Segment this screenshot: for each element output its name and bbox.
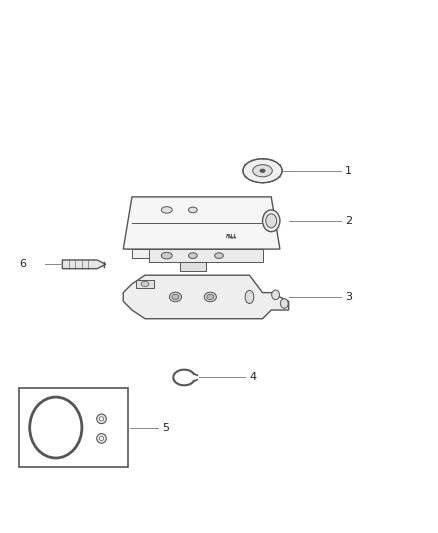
Ellipse shape xyxy=(97,434,106,443)
Text: MAX: MAX xyxy=(227,236,237,240)
Ellipse shape xyxy=(253,165,272,177)
Ellipse shape xyxy=(243,159,282,183)
Polygon shape xyxy=(123,275,289,319)
Ellipse shape xyxy=(266,214,277,228)
Ellipse shape xyxy=(260,169,265,173)
Ellipse shape xyxy=(170,292,182,302)
Text: 5: 5 xyxy=(162,423,170,433)
Polygon shape xyxy=(136,279,154,288)
Text: 6: 6 xyxy=(19,260,26,269)
Text: FILL: FILL xyxy=(226,233,238,239)
Polygon shape xyxy=(62,260,106,269)
Polygon shape xyxy=(149,249,262,262)
Ellipse shape xyxy=(161,252,172,259)
Ellipse shape xyxy=(34,401,78,454)
Ellipse shape xyxy=(204,292,216,302)
Text: 4: 4 xyxy=(250,373,257,383)
Ellipse shape xyxy=(262,210,280,232)
Ellipse shape xyxy=(99,417,104,421)
Ellipse shape xyxy=(207,294,214,300)
Ellipse shape xyxy=(245,290,254,303)
Ellipse shape xyxy=(99,436,104,441)
Ellipse shape xyxy=(97,414,106,424)
Ellipse shape xyxy=(188,207,197,213)
Text: 3: 3 xyxy=(345,292,352,302)
Ellipse shape xyxy=(161,207,172,213)
Ellipse shape xyxy=(172,294,179,300)
Polygon shape xyxy=(123,197,280,249)
Text: 1: 1 xyxy=(345,166,352,176)
Ellipse shape xyxy=(215,253,223,259)
Ellipse shape xyxy=(188,253,197,259)
Text: 2: 2 xyxy=(345,216,352,226)
Polygon shape xyxy=(132,249,149,258)
Bar xyxy=(19,389,127,467)
Ellipse shape xyxy=(141,281,149,287)
Ellipse shape xyxy=(272,290,279,300)
Ellipse shape xyxy=(280,298,288,308)
Polygon shape xyxy=(180,262,206,271)
